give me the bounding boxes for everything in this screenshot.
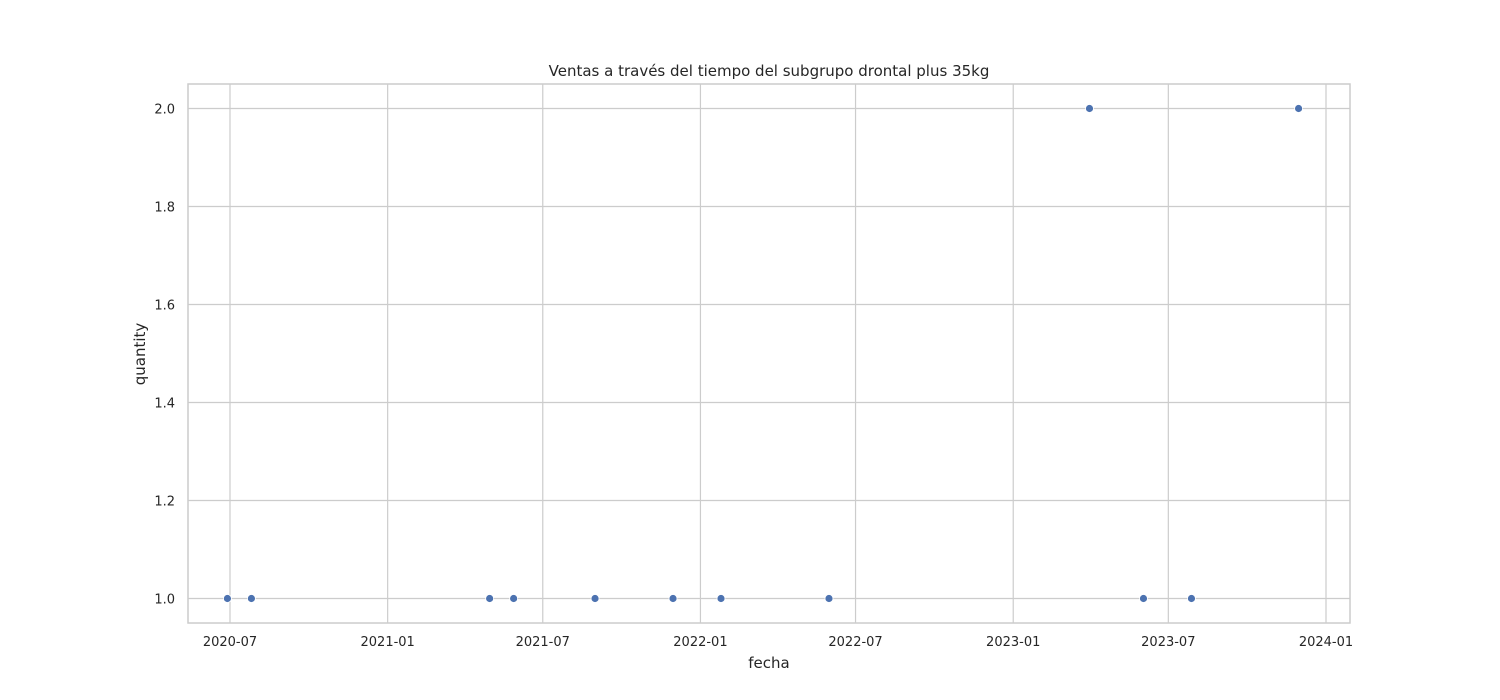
y-tick-label: 1.6: [154, 299, 175, 314]
grid-lines: [188, 84, 1350, 623]
data-point: [1085, 104, 1094, 113]
data-point: [223, 594, 232, 603]
x-axis-title: fecha: [748, 654, 789, 672]
data-point: [247, 594, 256, 603]
x-tick-label: 2023-07: [1141, 635, 1195, 650]
y-tick-label: 1.4: [154, 397, 175, 412]
x-tick-label: 2023-01: [986, 635, 1040, 650]
x-tick-label: 2021-07: [516, 635, 570, 650]
data-point: [716, 594, 726, 603]
y-tick-label: 1.0: [154, 593, 175, 608]
x-tick-labels: 2020-07 2021-01 2021-07 2022-01 2022-07 2023-…: [203, 635, 1353, 650]
y-tick-label: 2.0: [154, 103, 175, 118]
data-point: [509, 594, 519, 603]
x-tick-label: 2022-07: [828, 635, 882, 650]
y-axis-title: quantity: [131, 323, 149, 386]
y-tick-label: 1.8: [154, 201, 175, 216]
data-point: [1187, 594, 1196, 603]
chart-title: Ventas a través del tiempo del subgrupo …: [549, 62, 990, 80]
x-tick-label: 2021-01: [361, 635, 415, 650]
data-point: [590, 594, 600, 603]
data-point: [485, 594, 495, 603]
plot-frame: [187, 83, 1351, 624]
x-tick-label: 2020-07: [203, 635, 257, 650]
data-point: [668, 594, 678, 603]
data-point: [1139, 594, 1148, 603]
y-tick-labels: 1.0 1.2 1.4 1.6 1.8 2.0: [154, 103, 175, 608]
data-point: [824, 594, 834, 603]
data-point: [1294, 104, 1303, 113]
data-points: [223, 104, 1303, 603]
x-tick-label: 2022-01: [673, 635, 727, 650]
x-tick-label: 2024-01: [1299, 635, 1353, 650]
y-tick-label: 1.2: [154, 495, 175, 510]
